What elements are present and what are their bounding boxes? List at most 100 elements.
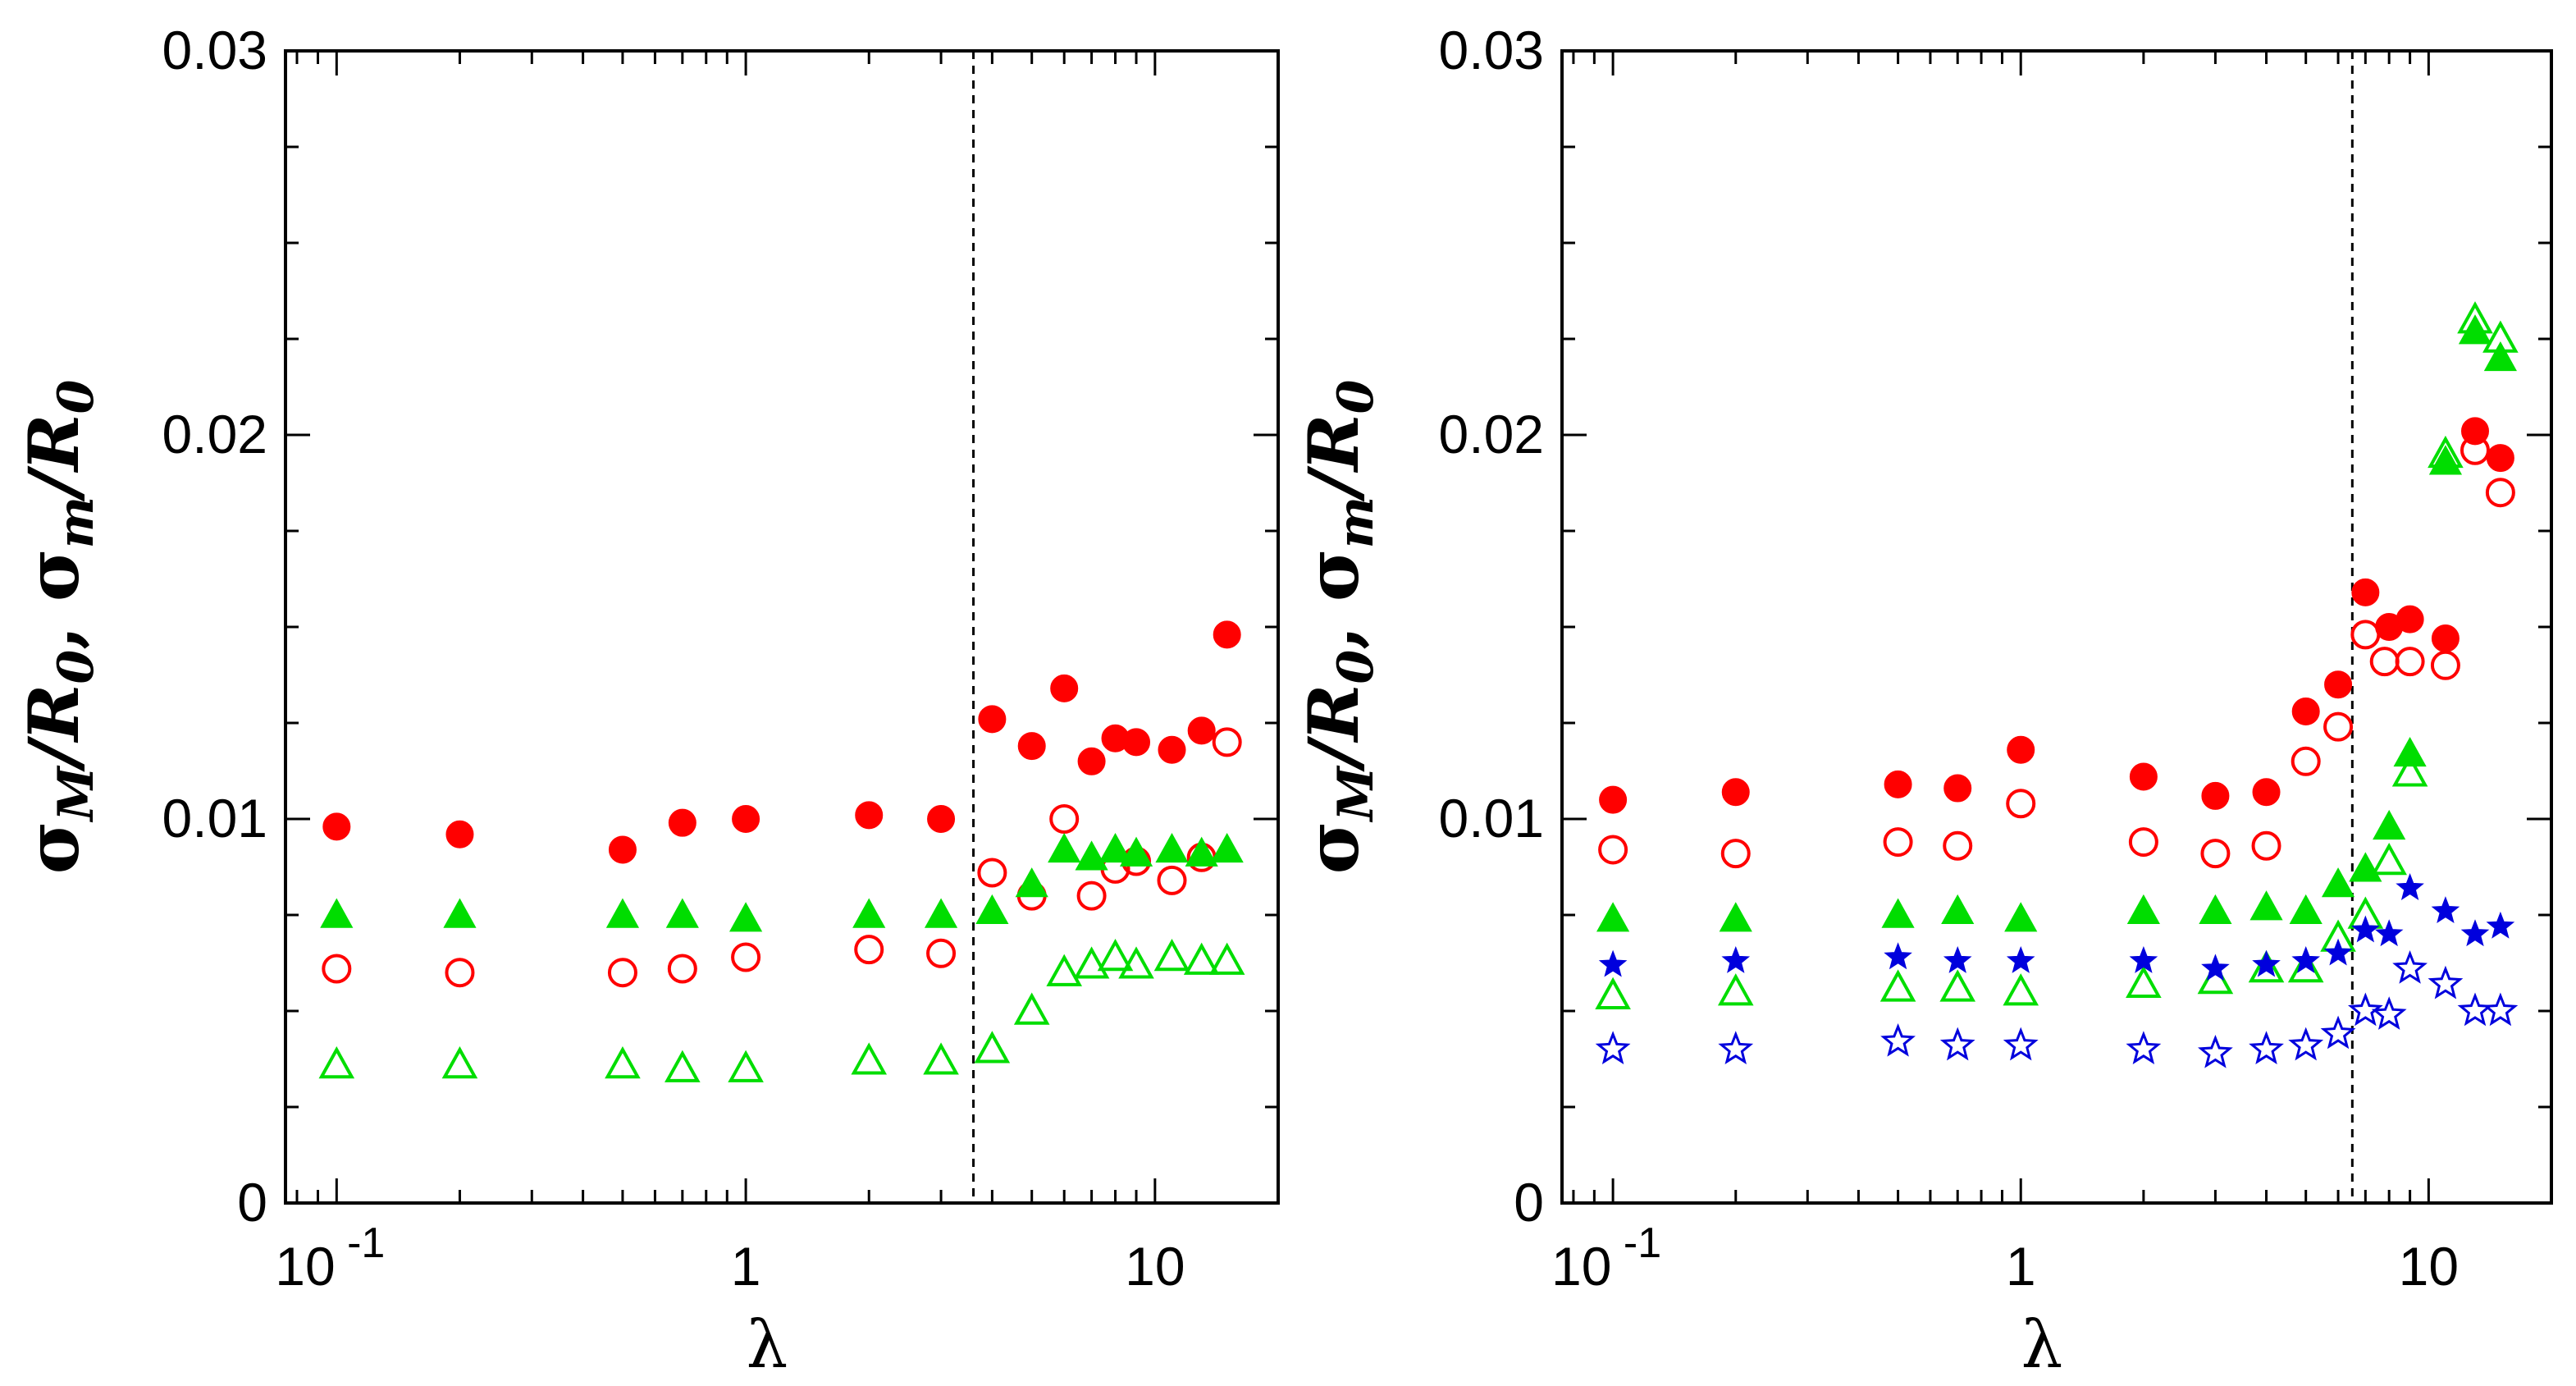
left-point-circle-filled — [668, 808, 697, 837]
right-series-3 — [1595, 301, 2519, 1009]
right-point-star-filled — [2006, 945, 2035, 973]
left-point-circle-filled — [978, 705, 1007, 734]
left-point-circle-filled — [1077, 747, 1106, 775]
left-yaxis-label-sigma2: σ — [10, 548, 95, 602]
right-point-star-open — [2428, 965, 2464, 999]
right-point-circle-open — [2395, 647, 2425, 677]
left-point-triangle-filled — [924, 898, 958, 928]
right-point-circle-open — [2460, 435, 2490, 465]
right-series-5 — [1595, 950, 2519, 1068]
right-point-triangle-filled — [2483, 341, 2517, 372]
right-yaxis-label-r1: /R — [1293, 684, 1374, 773]
right-point-star-filled — [2351, 915, 2380, 943]
right-xtick-label: 10 — [2399, 1236, 2459, 1297]
left-point-circle-filled — [855, 801, 884, 830]
right-point-star-filled — [2291, 945, 2321, 973]
right-point-circle-open — [2485, 478, 2515, 508]
left-xtick-label-exponent: -1 — [336, 1219, 386, 1267]
right-point-triangle-open — [1879, 969, 1916, 1002]
right-point-star-open — [2347, 992, 2383, 1027]
right-point-circle-filled — [1721, 778, 1750, 807]
right-yaxis-label-rsub1: 0 — [1327, 650, 1385, 684]
left-point-triangle-open — [1013, 992, 1050, 1025]
left-point-triangle-open — [1118, 946, 1154, 979]
left-point-circle-open — [854, 935, 884, 965]
right-point-circle-filled — [2396, 605, 2424, 634]
left-point-circle-open — [445, 958, 475, 988]
left-yaxis-label-sub2: m — [48, 496, 105, 549]
right-xaxis-label: λ — [2021, 1306, 2063, 1383]
left-point-triangle-open — [665, 1050, 701, 1082]
right-point-star-filled — [1721, 945, 1751, 973]
right-point-triangle-filled — [2458, 314, 2492, 345]
left-point-triangle-filled — [665, 898, 699, 928]
left-point-circle-filled — [732, 805, 760, 833]
left-point-triangle-filled — [1015, 867, 1048, 898]
left-xaxis-label: λ — [747, 1306, 788, 1383]
left-point-triangle-open — [728, 1050, 764, 1082]
left-point-circle-filled — [1213, 620, 1241, 649]
left-point-circle-filled — [927, 805, 956, 833]
left-xtick-label: 1 — [731, 1236, 761, 1297]
right-point-star-filled — [2460, 919, 2490, 947]
left-series-2 — [320, 832, 1244, 932]
right-yaxis-label-sigma1: σ — [1290, 821, 1375, 874]
right-point-star-filled — [2252, 949, 2281, 977]
right-point-triangle-filled — [2004, 902, 2038, 932]
right-point-triangle-open — [2482, 320, 2519, 353]
right-point-circle-open — [2006, 789, 2036, 819]
left-point-circle-open — [667, 954, 697, 984]
right-point-triangle-filled — [2321, 867, 2355, 898]
right-yaxis-label-sep: , — [1293, 602, 1374, 650]
left-yaxis-label-sigma1: σ — [10, 821, 95, 874]
right-point-circle-open — [2128, 827, 2158, 858]
right-point-star-filled — [2129, 945, 2158, 973]
right-point-circle-filled — [2324, 670, 2353, 699]
left-point-circle-open — [1076, 881, 1107, 911]
right-point-star-open — [2457, 992, 2493, 1027]
right-point-triangle-open — [1595, 977, 1631, 1009]
left-point-triangle-filled — [1098, 832, 1132, 863]
left-ytick-label: 0 — [237, 1172, 267, 1233]
left-point-circle-open — [731, 942, 761, 972]
left-ytick-label: 0.01 — [162, 788, 267, 849]
right-series-2 — [1596, 314, 2517, 932]
right-point-circle-filled — [2201, 781, 2230, 810]
left-point-triangle-filled — [1048, 832, 1081, 863]
right-point-triangle-open — [2391, 754, 2428, 787]
right-point-circle-open — [1720, 839, 1751, 869]
right-point-circle-filled — [2431, 624, 2460, 653]
left-point-triangle-open — [1153, 938, 1190, 972]
left-point-triangle-open — [318, 1046, 355, 1079]
right-point-star-filled — [2396, 873, 2424, 900]
left-yaxis-label-rsub2: 0 — [48, 379, 105, 414]
right-point-star-open — [1939, 1027, 1975, 1061]
right-point-triangle-open — [2003, 973, 2039, 1006]
right-point-triangle-open — [2287, 950, 2324, 983]
right-point-circle-filled — [1884, 770, 1912, 798]
left-point-triangle-filled — [1210, 832, 1244, 863]
right-point-star-open — [2249, 1031, 2284, 1064]
left-series-3 — [318, 938, 1245, 1082]
left-yaxis-label-sep: , — [13, 602, 94, 650]
right-point-triangle-filled — [2373, 809, 2406, 840]
left-point-triangle-filled — [320, 898, 354, 928]
left-point-triangle-open — [1073, 946, 1110, 979]
right-point-triangle-filled — [1719, 902, 1752, 932]
left-point-circle-filled — [1158, 735, 1186, 764]
left-point-circle-open — [1049, 804, 1080, 834]
right-point-star-open — [2392, 950, 2428, 984]
left-point-triangle-open — [1183, 942, 1220, 975]
right-point-circle-open — [2350, 620, 2381, 650]
right-point-circle-open — [2200, 839, 2231, 869]
right-point-circle-filled — [2291, 697, 2320, 725]
right-point-circle-filled — [2486, 444, 2514, 473]
right-yaxis-label-sub1: M — [1327, 765, 1385, 822]
left-point-triangle-filled — [605, 898, 640, 928]
right-point-star-filled — [2486, 911, 2515, 939]
right-point-circle-open — [1883, 827, 1913, 858]
left-point-triangle-filled — [443, 898, 477, 928]
